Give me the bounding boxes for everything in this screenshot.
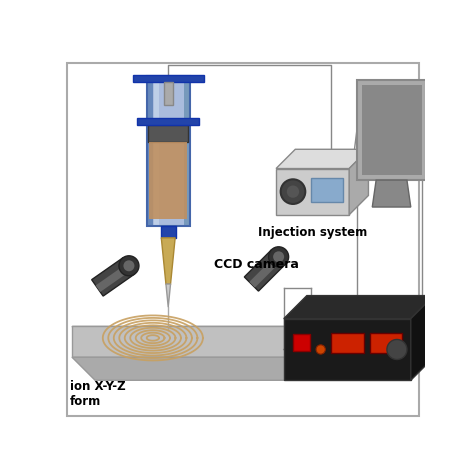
Polygon shape: [372, 180, 411, 207]
Bar: [362, 84, 421, 175]
Polygon shape: [153, 76, 183, 226]
Polygon shape: [161, 238, 175, 284]
Bar: [137, 118, 199, 126]
Circle shape: [387, 339, 407, 359]
Circle shape: [287, 185, 299, 198]
Polygon shape: [411, 296, 434, 380]
Text: Injection system: Injection system: [257, 226, 367, 239]
Circle shape: [269, 247, 289, 267]
Bar: [161, 226, 176, 238]
Polygon shape: [72, 327, 288, 357]
Circle shape: [316, 345, 325, 354]
Text: ion X-Y-Z
form: ion X-Y-Z form: [70, 380, 125, 408]
Polygon shape: [146, 76, 153, 226]
Polygon shape: [349, 149, 368, 215]
Polygon shape: [284, 296, 434, 319]
Circle shape: [273, 251, 284, 262]
Circle shape: [123, 260, 135, 271]
Polygon shape: [155, 76, 159, 226]
Polygon shape: [244, 250, 286, 291]
Polygon shape: [72, 357, 310, 380]
Bar: [331, 333, 364, 353]
Text: CCD camera: CCD camera: [214, 258, 299, 271]
Polygon shape: [72, 327, 310, 349]
Bar: [370, 333, 402, 353]
Polygon shape: [357, 80, 426, 180]
Polygon shape: [96, 264, 132, 292]
Polygon shape: [276, 169, 349, 215]
Polygon shape: [288, 327, 310, 380]
Bar: [164, 82, 173, 105]
Bar: [149, 142, 188, 219]
Polygon shape: [166, 284, 171, 307]
Polygon shape: [276, 149, 368, 169]
Polygon shape: [249, 255, 282, 288]
Circle shape: [281, 179, 305, 204]
Bar: [293, 334, 310, 351]
Bar: [133, 74, 204, 82]
Polygon shape: [284, 319, 411, 380]
Bar: [148, 126, 188, 142]
Circle shape: [119, 256, 139, 276]
Bar: [310, 178, 343, 202]
Polygon shape: [183, 76, 190, 226]
Polygon shape: [91, 257, 135, 296]
